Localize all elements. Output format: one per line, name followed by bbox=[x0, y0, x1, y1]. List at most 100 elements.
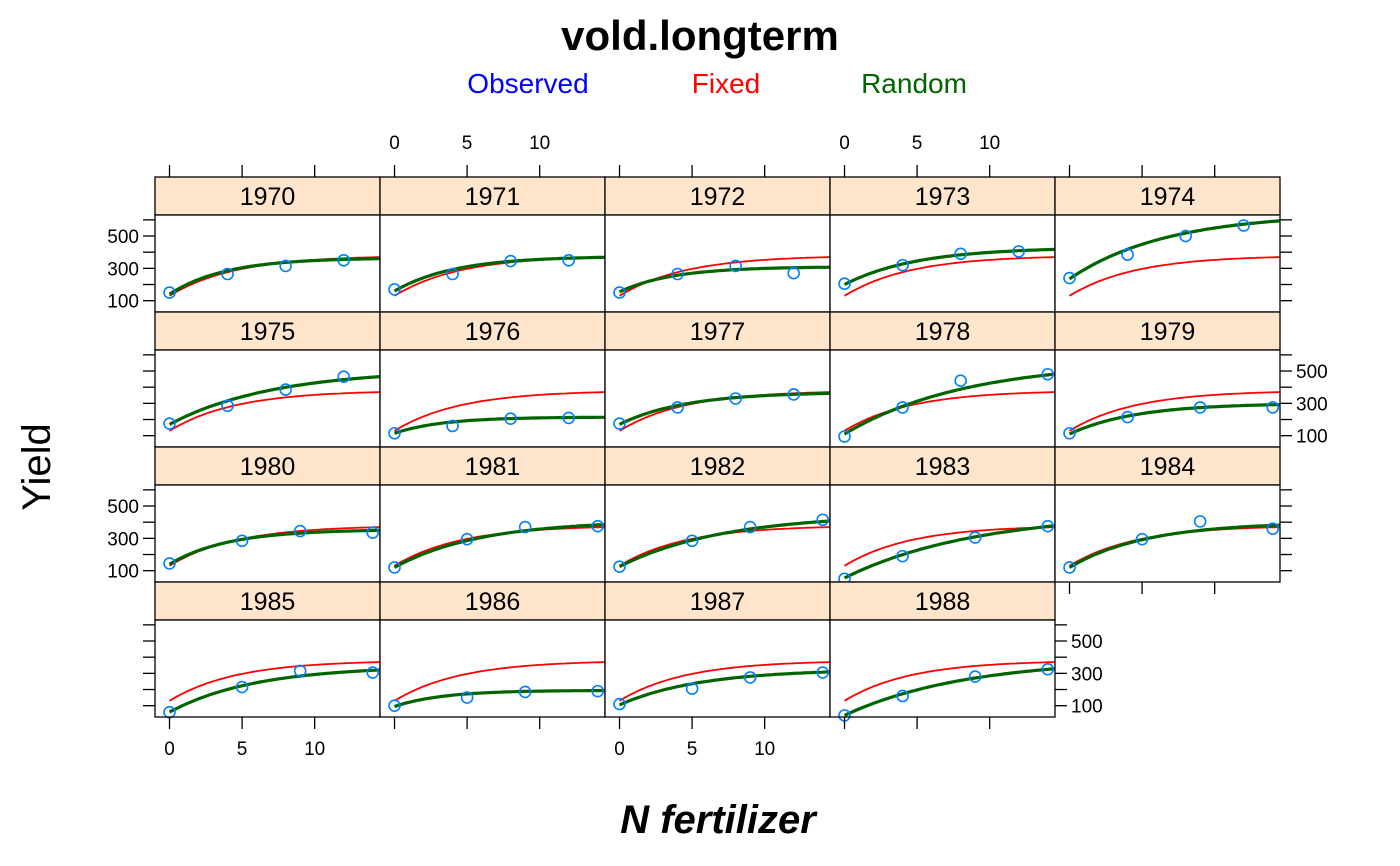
observed-point-1972-0 bbox=[613, 286, 626, 299]
observed-point-1980-1 bbox=[235, 534, 249, 548]
y-tick-label: 500 bbox=[1296, 362, 1328, 383]
observed-point-1976-0 bbox=[388, 426, 401, 440]
observed-point-1979-0 bbox=[1063, 426, 1076, 440]
observed-point-1980-0 bbox=[163, 557, 176, 570]
legend: Observed Fixed Random bbox=[467, 68, 967, 99]
random-line-1975 bbox=[168, 375, 380, 426]
observed-point-1988-1 bbox=[896, 689, 909, 703]
fixed-line-1974 bbox=[1069, 256, 1280, 297]
observed-point-1970-2 bbox=[279, 259, 292, 273]
plot-area-1972 bbox=[605, 215, 830, 312]
strip-1984 bbox=[1054, 446, 1281, 486]
strip-label-1977: 1977 bbox=[690, 318, 746, 346]
x-axis-col-2-top bbox=[618, 165, 766, 177]
observed-point-1982-0 bbox=[613, 560, 626, 573]
strip-label-1973: 1973 bbox=[915, 183, 971, 211]
y-axis-row-2-left: 100 300 500 bbox=[107, 489, 155, 583]
strip-1972 bbox=[604, 176, 831, 216]
x-axis-col-0-top bbox=[168, 165, 316, 177]
y-axis-row-1-left bbox=[143, 354, 155, 437]
observed-point-1984-1 bbox=[1135, 532, 1149, 546]
y-axis-row-3-right: 100 300 500 bbox=[1055, 624, 1103, 718]
strip-1985 bbox=[154, 581, 381, 621]
observed-point-1977-2 bbox=[729, 392, 742, 405]
observed-point-1982-2 bbox=[743, 520, 757, 534]
legend-entry-observed: Observed bbox=[467, 68, 588, 99]
plot-area-1979 bbox=[1055, 350, 1280, 447]
observed-point-1978-2 bbox=[954, 374, 967, 388]
plot-area-1981 bbox=[380, 485, 605, 582]
observed-point-1987-1 bbox=[685, 682, 699, 696]
observed-point-1986-1 bbox=[460, 691, 474, 704]
random-line-1981 bbox=[393, 523, 605, 569]
observed-point-1974-0 bbox=[1063, 271, 1076, 285]
observed-point-1988-3 bbox=[1041, 663, 1055, 676]
observed-point-1984-2 bbox=[1193, 515, 1207, 528]
panel-border-1988 bbox=[829, 619, 1056, 718]
axes: 0 5 10 0 5 100 5 10 0 5 10100300500100300500100300… bbox=[107, 133, 1327, 760]
observed-point-1972-3 bbox=[787, 266, 801, 280]
y-tick-label: 300 bbox=[107, 529, 139, 550]
panel-1983: 1983 bbox=[829, 446, 1056, 586]
fixed-line-1973 bbox=[844, 256, 1055, 297]
strip-1976 bbox=[379, 311, 606, 351]
y-tick-label: 300 bbox=[1071, 664, 1103, 685]
strip-label-1982: 1982 bbox=[690, 453, 746, 481]
observed-point-1987-2 bbox=[743, 671, 757, 684]
strip-1970 bbox=[154, 176, 381, 216]
panel-1985: 1985 bbox=[154, 581, 381, 719]
y-axis-row-0-left: 100 300 500 bbox=[107, 219, 155, 313]
panel-1977: 1977 bbox=[604, 311, 831, 448]
strip-label-1971: 1971 bbox=[465, 183, 521, 211]
panel-1972: 1972 bbox=[604, 176, 831, 313]
x-tick-label: 5 bbox=[912, 133, 923, 154]
legend-entry-random: Random bbox=[861, 68, 967, 99]
observed-point-1972-2 bbox=[729, 259, 742, 273]
strip-label-1981: 1981 bbox=[465, 453, 521, 481]
observed-point-1982-3 bbox=[816, 513, 830, 527]
strip-label-1978: 1978 bbox=[915, 318, 971, 346]
x-tick-label: 10 bbox=[754, 739, 775, 760]
panel-1976: 1976 bbox=[379, 311, 606, 448]
observed-point-1983-1 bbox=[896, 549, 909, 563]
x-axis-col-3-top: 0 5 10 bbox=[839, 133, 1000, 177]
observed-point-1974-3 bbox=[1237, 219, 1251, 232]
fixed-line-1986 bbox=[394, 661, 605, 702]
panel-grid: 1970 1971 1972 1973 1974 1975 1976 1977 1978 1979… bbox=[154, 176, 1281, 722]
observed-point-1974-2 bbox=[1179, 229, 1192, 243]
observed-point-1975-0 bbox=[163, 417, 176, 430]
x-axis-col-3-bottom bbox=[843, 717, 991, 729]
observed-point-1980-3 bbox=[366, 526, 380, 539]
random-line-1986 bbox=[393, 688, 605, 709]
plot-area-1988 bbox=[830, 620, 1055, 717]
x-tick-label: 5 bbox=[462, 133, 473, 154]
random-line-1988 bbox=[843, 667, 1055, 717]
x-axis-col-1-bottom bbox=[393, 717, 541, 729]
y-axis-row-0-right bbox=[1280, 219, 1292, 302]
y-axis-row-2-right bbox=[1280, 489, 1292, 572]
strip-label-1979: 1979 bbox=[1140, 318, 1196, 346]
observed-point-1979-3 bbox=[1266, 401, 1280, 414]
observed-point-1986-3 bbox=[591, 684, 605, 698]
panel-1986: 1986 bbox=[379, 581, 606, 718]
y-tick-label: 300 bbox=[1296, 394, 1328, 415]
panel-1980: 1980 bbox=[154, 446, 381, 583]
strip-label-1975: 1975 bbox=[240, 318, 296, 346]
strip-1977 bbox=[604, 311, 831, 351]
x-tick-label: 0 bbox=[164, 739, 175, 760]
observed-point-1973-2 bbox=[954, 247, 967, 261]
plot-area-1978 bbox=[830, 350, 1055, 447]
observed-point-1977-3 bbox=[787, 388, 801, 401]
panel-1984: 1984 bbox=[1054, 446, 1281, 583]
strip-label-1984: 1984 bbox=[1140, 453, 1196, 481]
observed-point-1979-1 bbox=[1121, 410, 1134, 424]
y-tick-label: 100 bbox=[107, 562, 139, 583]
y-axis-row-1-right: 100 300 500 bbox=[1280, 354, 1328, 448]
observed-point-1974-1 bbox=[1121, 248, 1134, 261]
panel-1975: 1975 bbox=[154, 311, 381, 448]
strip-1975 bbox=[154, 311, 381, 351]
random-line-1980 bbox=[168, 528, 380, 566]
observed-point-1982-1 bbox=[685, 534, 699, 548]
y-tick-label: 500 bbox=[107, 227, 139, 248]
random-line-1973 bbox=[843, 247, 1055, 286]
